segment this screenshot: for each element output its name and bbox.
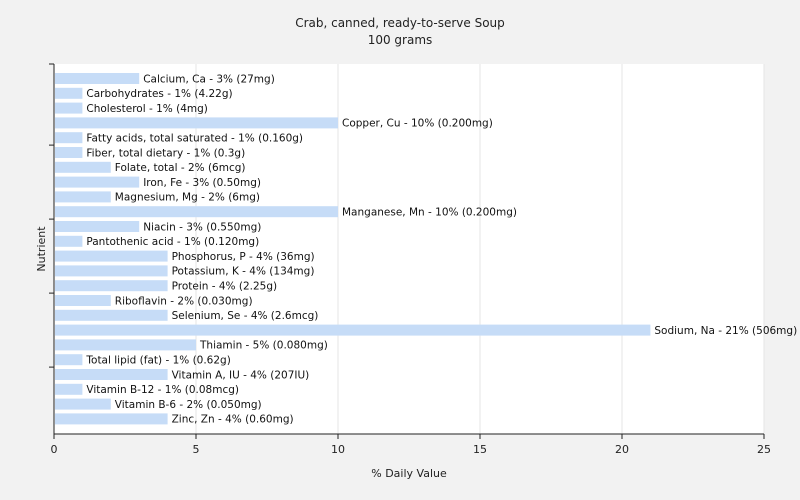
bar-label: Potassium, K - 4% (134mg) [172,266,315,278]
bar [55,369,168,380]
bar-label: Magnesium, Mg - 2% (6mg) [115,192,260,204]
bar-label: Vitamin B-6 - 2% (0.050mg) [115,399,262,411]
x-tick-label: 5 [193,443,200,456]
bar-label: Folate, total - 2% (6mcg) [115,162,246,174]
x-tick-label: 10 [331,443,345,456]
bar-label: Riboflavin - 2% (0.030mg) [115,295,253,307]
bar-label: Manganese, Mn - 10% (0.200mg) [342,207,517,219]
bar [55,339,196,351]
bar-label: Phosphorus, P - 4% (36mg) [172,251,315,263]
bar-label: Vitamin A, IU - 4% (207IU) [172,369,310,381]
bar-labels: Calcium, Ca - 3% (27mg) Carbohydrates - 1… [85,73,797,425]
x-tick-label: 0 [51,443,58,456]
bar-label: Niacin - 3% (0.550mg) [143,221,261,233]
bar [55,117,338,129]
bar-label: Fiber, total dietary - 1% (0.3g) [86,147,245,159]
bar [55,191,111,203]
chart-subtitle: 100 grams [368,33,433,47]
bar [55,295,111,306]
bar [55,354,83,366]
bar-label: Cholesterol - 1% (4mg) [86,103,207,115]
bar [55,132,83,144]
bar-label: Carbohydrates - 1% (4.22g) [86,88,232,100]
bar [55,73,140,84]
x-tick-label: 20 [615,443,629,456]
bar-label: Sodium, Na - 21% (506mg) [654,325,797,337]
bar [55,87,83,99]
bar [55,398,111,410]
bar-label: Total lipid (fat) - 1% (0.62g) [85,355,230,367]
bar-label: Zinc, Zn - 4% (0.60mg) [172,414,294,426]
bar-label: Pantothenic acid - 1% (0.120mg) [86,236,259,248]
bar-label: Calcium, Ca - 3% (27mg) [143,73,275,85]
bar-label: Copper, Cu - 10% (0.200mg) [342,118,493,130]
bar [55,413,168,425]
bar-label: Selenium, Se - 4% (2.6mcg) [172,310,319,322]
bar [55,147,83,158]
bar-label: Iron, Fe - 3% (0.50mg) [143,177,261,189]
bar [55,206,338,218]
x-axis-label: % Daily Value [371,467,447,480]
bar [55,324,651,336]
bar [55,383,83,395]
bar [55,265,168,277]
bar-label: Vitamin B-12 - 1% (0.08mcg) [86,384,239,396]
x-tick-label: 15 [473,443,487,456]
bar [55,250,168,262]
bar [55,221,140,232]
bars [55,73,651,425]
bar-label: Protein - 4% (2.25g) [172,281,278,293]
bar [55,102,83,114]
bar [55,161,111,173]
x-axis-ticks: 0 5 10 15 20 25 [51,434,771,456]
bar-label: Thiamin - 5% (0.080mg) [199,340,328,352]
y-axis-ticks [49,63,54,368]
bar-label: Fatty acids, total saturated - 1% (0.160… [86,133,303,145]
bar [55,176,140,188]
chart-title: Crab, canned, ready-to-serve Soup [295,16,505,30]
bar [55,280,168,292]
bar [55,309,168,321]
bar [55,235,83,247]
x-tick-label: 25 [757,443,771,456]
y-axis-label: Nutrient [35,226,48,272]
